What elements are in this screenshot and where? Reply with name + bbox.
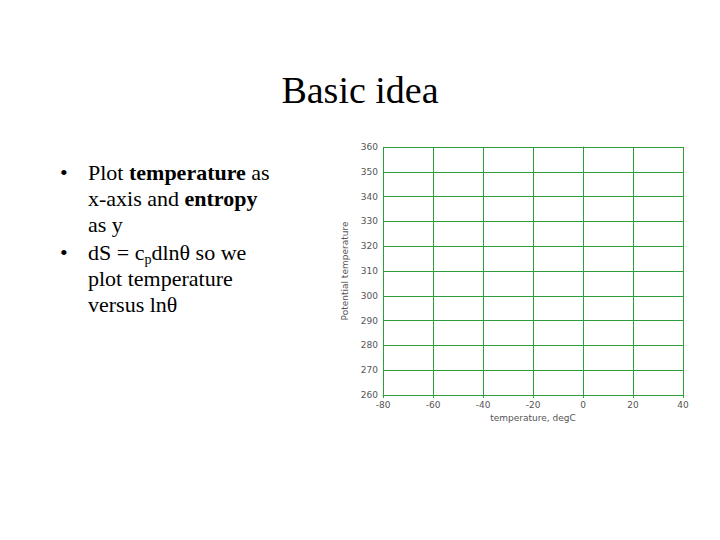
html-text:Plot temperature as x-axis and: Plot temperature as x-axis and entropy (88, 160, 270, 211)
svg-text:350: 350 (361, 167, 378, 177)
svg-text:310: 310 (361, 266, 378, 276)
svg-text:-80: -80 (376, 400, 391, 410)
svg-text:300: 300 (361, 291, 378, 301)
svg-text:260: 260 (361, 390, 378, 400)
svg-text:340: 340 (361, 192, 378, 202)
html-text:dS = cpdlnθ so we plot tempera: dS = cpdlnθ so we plot temperature versu… (88, 240, 247, 317)
svg-text:-60: -60 (426, 400, 441, 410)
svg-text:330: 330 (361, 216, 378, 226)
html-text:as y: as y (88, 212, 123, 237)
svg-text:0: 0 (580, 400, 586, 410)
svg-text:360: 360 (361, 142, 378, 152)
svg-text:-40: -40 (476, 400, 491, 410)
svg-text:270: 270 (361, 365, 378, 375)
html-text:Basic idea: Basic idea (281, 69, 439, 111)
svg-text:-20: -20 (526, 400, 541, 410)
svg-text:280: 280 (361, 340, 378, 350)
svg-text:320: 320 (361, 241, 378, 251)
svg-text:40: 40 (677, 400, 689, 410)
svg-text:20: 20 (627, 400, 639, 410)
svg-text:temperature, degC: temperature, degC (490, 413, 576, 423)
svg-text:Potential temperature: Potential temperature (340, 221, 350, 320)
svg-text:290: 290 (361, 316, 378, 326)
